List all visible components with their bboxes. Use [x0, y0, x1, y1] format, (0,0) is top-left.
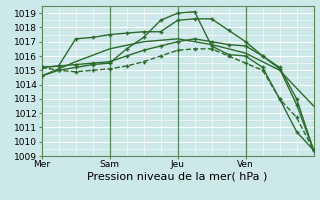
X-axis label: Pression niveau de la mer( hPa ): Pression niveau de la mer( hPa ): [87, 172, 268, 182]
